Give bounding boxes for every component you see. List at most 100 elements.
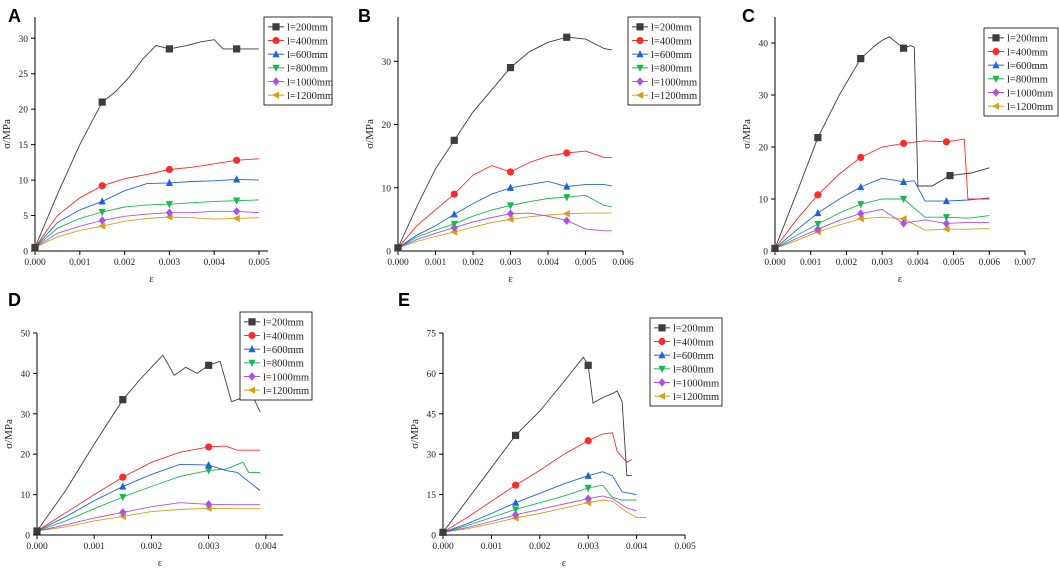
- y-tick-label: 30: [427, 451, 437, 461]
- data-point-l=200mm: [563, 33, 571, 41]
- legend-marker: [658, 351, 666, 359]
- series-line-l=800mm: [36, 461, 261, 532]
- data-point-l=200mm: [857, 55, 865, 63]
- y-tick-label: 75: [427, 330, 437, 340]
- series-line-l=200mm: [36, 354, 261, 532]
- data-point-l=800mm: [857, 201, 865, 209]
- legend-label-l=600mm: l=600mm: [673, 351, 714, 362]
- x-tick-label: 0.003: [578, 542, 600, 552]
- legend-label-l=400mm: l=400mm: [673, 337, 714, 348]
- data-point-l=400mm: [233, 156, 241, 164]
- data-point-l=600mm: [857, 182, 865, 191]
- legend-marker: [272, 36, 280, 45]
- series-group-d: [32, 354, 261, 536]
- legend-marker: [635, 91, 644, 99]
- x-tick-label: 0.002: [529, 542, 551, 552]
- legend-label-l=1200mm: l=1200mm: [287, 91, 333, 102]
- legend-label-l=400mm: l=400mm: [1007, 47, 1048, 58]
- legend-marker: [272, 50, 280, 58]
- legend-marker: [248, 372, 256, 381]
- series-line-l=800mm: [774, 198, 990, 249]
- legend-marker: [272, 77, 280, 86]
- legend-marker: [658, 324, 666, 332]
- x-tick-label: 0.003: [500, 258, 522, 268]
- y-axis-label: σ/MPa: [364, 119, 376, 149]
- y-axis-label: σ/MPa: [3, 419, 15, 449]
- series-line-l=800mm: [34, 199, 260, 248]
- x-tick-label: 0.004: [255, 542, 277, 552]
- legend-marker: [247, 386, 256, 394]
- data-point-l=400mm: [814, 191, 822, 199]
- legend-label-l=200mm: l=200mm: [1007, 34, 1048, 45]
- y-tick-label: 5: [23, 212, 28, 222]
- data-point-l=600mm: [899, 177, 908, 185]
- series-line-l=1200mm: [34, 216, 260, 248]
- data-point-l=600mm: [512, 498, 520, 506]
- legend-marker: [658, 365, 666, 373]
- data-point-l=800mm: [584, 484, 592, 492]
- data-point-l=800mm: [165, 201, 174, 209]
- panel-letter-a: A: [8, 6, 21, 26]
- data-point-l=200mm: [31, 243, 39, 252]
- y-tick-label: 0: [23, 248, 28, 258]
- data-point-l=800mm: [233, 197, 241, 205]
- panel-d: D 0.000 0.001 0.002 0.003 0.004 0 10 20 30 40 50 ε σ…: [3, 290, 313, 569]
- data-point-l=600mm: [165, 178, 174, 187]
- y-tick-label: 30: [382, 58, 392, 68]
- x-axis-label: ε: [562, 557, 567, 569]
- panel-b: B 0.000 0.001 0.002 0.003 0.004 0.005 0.006 0 10…: [358, 6, 701, 285]
- legend-marker: [992, 88, 1000, 97]
- legend-label-l=1200mm: l=1200mm: [651, 91, 697, 102]
- data-point-l=1200mm: [562, 210, 570, 218]
- data-point-l=1000mm: [814, 224, 822, 234]
- data-point-l=1000mm: [584, 494, 592, 503]
- data-point-l=800mm: [119, 493, 127, 502]
- data-point-l=600mm: [205, 461, 213, 469]
- legend-marker: [636, 23, 644, 31]
- panel-a: A 0.000 0.001 0.002 0.003 0.004 0.005 0 5 10 15 20…: [1, 6, 333, 285]
- data-point-l=1000mm: [942, 219, 951, 228]
- x-tick-label: 0.001: [800, 258, 822, 268]
- data-point-l=600mm: [942, 196, 951, 205]
- legend-marker: [636, 50, 644, 58]
- data-point-l=400mm: [205, 443, 213, 451]
- legend-label-l=600mm: l=600mm: [263, 345, 304, 356]
- data-point-l=400mm: [511, 481, 520, 489]
- data-point-l=400mm: [563, 149, 571, 157]
- legend-marker: [992, 34, 1000, 42]
- data-point-l=800mm: [98, 208, 106, 217]
- data-point-l=1200mm: [98, 222, 106, 230]
- legend-label-l=1200mm: l=1200mm: [1007, 102, 1053, 113]
- legend-marker: [658, 337, 666, 346]
- legend-box: [983, 27, 1059, 117]
- x-tick-label: 0.003: [871, 258, 893, 268]
- data-point-l=200mm: [394, 244, 402, 252]
- x-tick-label: 0.004: [537, 258, 559, 268]
- y-axis-label: σ/MPa: [1, 119, 13, 149]
- series-line-l=600mm: [36, 463, 261, 532]
- y-tick-label: 10: [19, 177, 29, 187]
- data-point-l=200mm: [450, 136, 458, 144]
- legend-marker: [658, 378, 666, 387]
- series-line-l=1000mm: [397, 212, 612, 249]
- data-point-l=1200mm: [899, 215, 907, 223]
- y-tick-label: 20: [759, 144, 769, 154]
- legend-label-l=1000mm: l=1000mm: [651, 77, 697, 88]
- series-line-l=400mm: [36, 445, 261, 532]
- data-point-l=800mm: [942, 214, 951, 222]
- x-tick-label: 0.000: [764, 258, 786, 268]
- series-line-l=1000mm: [36, 502, 261, 532]
- data-point-l=1200mm: [942, 225, 950, 233]
- legend-label-l=1000mm: l=1000mm: [673, 378, 719, 389]
- panel-c: C 0.000 0.001 0.002 0.003 0.004 0.005 0.006 0.0…: [741, 6, 1059, 285]
- legend-d: l=200mm l=400mm l=600mm l=800mm l=1000mm l=12…: [239, 311, 313, 401]
- series-line-l=1000mm: [442, 495, 637, 533]
- legend-marker: [248, 318, 256, 326]
- legend-label-l=600mm: l=600mm: [287, 50, 328, 61]
- data-point-l=800mm: [563, 194, 571, 202]
- x-tick-label: 0.003: [159, 258, 181, 268]
- panel-e: E 0.000 0.001 0.002 0.003 0.004 0.005 0 15 30 45 6…: [398, 290, 723, 569]
- data-point-l=600mm: [814, 208, 822, 217]
- data-point-l=1000mm: [857, 209, 865, 218]
- data-point-l=600mm: [98, 197, 106, 205]
